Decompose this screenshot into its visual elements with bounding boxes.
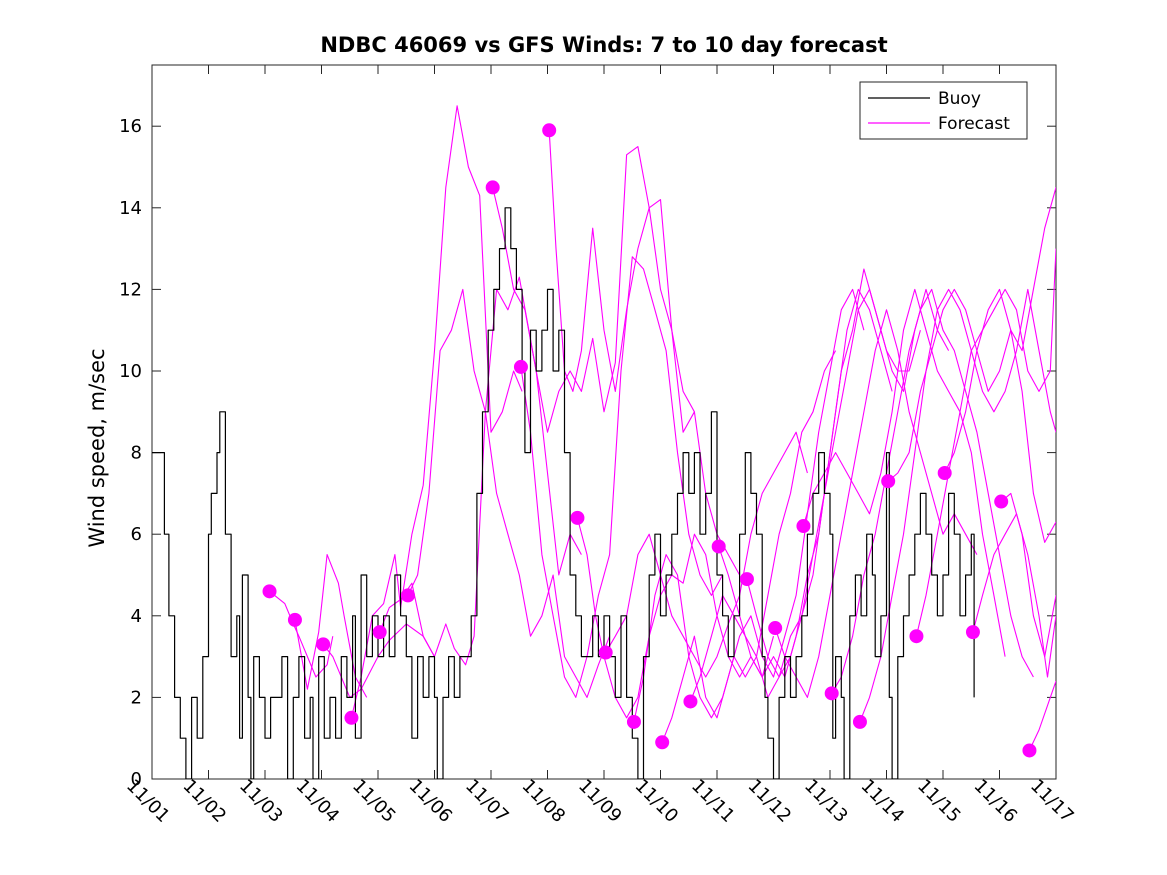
forecast-series-line xyxy=(492,146,695,433)
forecast-start-marker xyxy=(711,539,726,554)
forecast-start-marker xyxy=(739,572,754,587)
x-tick-label: 11/12 xyxy=(744,775,796,827)
forecast-series-line xyxy=(887,187,1056,482)
y-tick-label: 6 xyxy=(131,524,142,545)
x-tick-label: 11/03 xyxy=(235,775,287,827)
forecast-series-line xyxy=(802,288,1006,657)
legend-label-buoy: Buoy xyxy=(938,89,981,109)
x-tick-label: 11/17 xyxy=(1026,775,1078,827)
y-tick-label: 12 xyxy=(119,279,142,300)
forecast-start-marker xyxy=(287,612,302,627)
forecast-start-marker xyxy=(683,694,698,709)
forecast-start-marker xyxy=(570,510,585,525)
chart-title: NDBC 46069 vs GFS Winds: 7 to 10 day for… xyxy=(320,33,887,57)
forecast-start-marker xyxy=(937,466,952,480)
forecast-start-marker xyxy=(909,629,924,644)
forecast-start-marker xyxy=(768,621,783,636)
y-tick-label: 4 xyxy=(131,606,142,627)
forecast-series-line xyxy=(605,431,808,678)
x-tick-label: 11/01 xyxy=(122,775,174,827)
forecast-start-marker xyxy=(655,735,670,750)
forecast-series-line xyxy=(294,554,368,698)
y-axis-label: Wind speed, m/sec xyxy=(85,348,109,547)
forecast-series-line xyxy=(520,256,724,698)
forecast-series-line xyxy=(859,288,1056,723)
forecast-series-line xyxy=(1028,680,1056,751)
forecast-start-marker xyxy=(344,710,359,725)
x-tick-label: 11/07 xyxy=(461,775,513,827)
x-tick-label: 11/08 xyxy=(518,775,570,827)
forecast-start-marker xyxy=(626,714,641,729)
forecast-start-marker xyxy=(542,123,557,138)
forecast-series-line xyxy=(944,288,1056,543)
legend-box xyxy=(859,81,1028,140)
forecast-start-marker xyxy=(485,180,500,195)
forecast-start-marker xyxy=(965,625,980,640)
forecast-start-marker xyxy=(598,645,613,660)
x-tick-label: 11/04 xyxy=(292,775,344,827)
forecast-series-line xyxy=(915,248,1056,637)
forecast-series-line xyxy=(774,309,978,698)
forecast-start-marker xyxy=(513,359,528,374)
y-tick-label: 8 xyxy=(131,443,142,464)
x-tick-label: 11/13 xyxy=(800,775,852,827)
forecast-start-marker xyxy=(372,625,387,640)
x-tick-label: 11/09 xyxy=(574,775,626,827)
forecast-start-marker xyxy=(994,494,1009,509)
forecast-series-line xyxy=(407,288,611,698)
forecast-start-marker xyxy=(400,588,415,603)
x-tick-label: 11/14 xyxy=(857,775,909,827)
x-tick-label: 11/16 xyxy=(970,775,1022,827)
x-tick-label: 11/10 xyxy=(631,775,683,827)
forecast-start-marker xyxy=(1022,743,1037,758)
forecast-start-marker xyxy=(824,686,839,701)
forecast-series-line xyxy=(831,288,1034,694)
x-tick-label: 11/15 xyxy=(913,775,965,827)
y-tick-label: 16 xyxy=(119,116,142,137)
forecast-series-line xyxy=(269,590,334,678)
y-tick-label: 14 xyxy=(119,198,142,219)
x-tick-label: 11/06 xyxy=(405,775,457,827)
forecast-start-marker xyxy=(881,474,896,489)
forecast-start-marker xyxy=(796,519,811,534)
forecast-start-marker xyxy=(852,714,867,729)
forecast-start-marker xyxy=(262,584,277,599)
y-tick-label: 0 xyxy=(131,769,142,790)
x-tick-label: 11/11 xyxy=(687,775,739,827)
forecast-series-line xyxy=(350,105,523,718)
y-tick-label: 2 xyxy=(131,687,142,708)
legend-label-forecast: Forecast xyxy=(938,114,1010,134)
buoy-series-line xyxy=(152,207,975,779)
y-tick-label: 10 xyxy=(119,361,142,382)
forecast-series-line xyxy=(1000,492,1056,658)
x-tick-label: 11/02 xyxy=(179,775,231,827)
legend: Buoy Forecast xyxy=(859,81,1028,140)
x-tick-label: 11/05 xyxy=(348,775,400,827)
series-group xyxy=(152,105,1056,779)
forecast-start-marker xyxy=(316,637,331,652)
forecast-series-line xyxy=(379,276,582,666)
